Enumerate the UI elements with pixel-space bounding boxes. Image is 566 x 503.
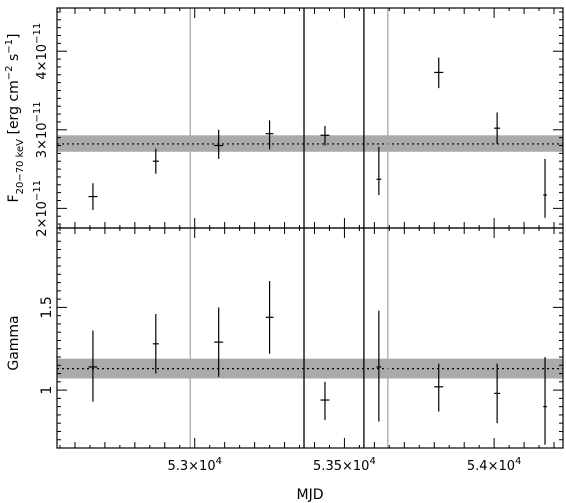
- mean-band: [57, 135, 563, 152]
- data-point: [152, 314, 159, 374]
- data-point: [543, 158, 547, 218]
- panel-2: 1 1.5 Gamma: [6, 227, 564, 449]
- y-axis-label: F20−70 keV [erg cm−2 s−1]: [4, 34, 26, 203]
- y-tick-label: 1: [39, 386, 55, 395]
- data-point: [152, 148, 159, 174]
- data-point: [265, 120, 274, 150]
- x-axis-label: MJD: [297, 487, 324, 503]
- y-tick-label: 4×10−11: [32, 23, 50, 80]
- y-axis-label: Gamma: [6, 315, 22, 370]
- y-tick-label: 1.5: [39, 296, 55, 318]
- x-tick-label: 5.35×104: [313, 456, 376, 474]
- data-point: [88, 183, 98, 210]
- data-point: [265, 280, 274, 354]
- y-tick-label: 3×10−11: [32, 101, 50, 158]
- panel-frame: [56, 7, 564, 229]
- mean-band: [57, 358, 563, 379]
- data-point: [214, 129, 224, 159]
- data-point: [214, 307, 224, 377]
- data-point: [376, 147, 382, 195]
- data-point: [543, 357, 547, 445]
- panel-1: 2×10−11 3×10−11 4×10−11 F20−70 keV [erg cm−…: [4, 7, 564, 237]
- x-tick-label: 5.4×104: [467, 456, 521, 474]
- data-point: [434, 57, 444, 89]
- data-point: [88, 330, 98, 402]
- data-point: [320, 381, 330, 420]
- y-tick-label: 2×10−11: [32, 180, 50, 237]
- data-point: [494, 363, 501, 424]
- x-tick-label: 5.3×104: [167, 456, 221, 474]
- data-point: [434, 363, 444, 412]
- panel-frame: [56, 227, 564, 449]
- data-point: [320, 125, 330, 146]
- data-point: [376, 310, 382, 422]
- data-point: [494, 112, 501, 144]
